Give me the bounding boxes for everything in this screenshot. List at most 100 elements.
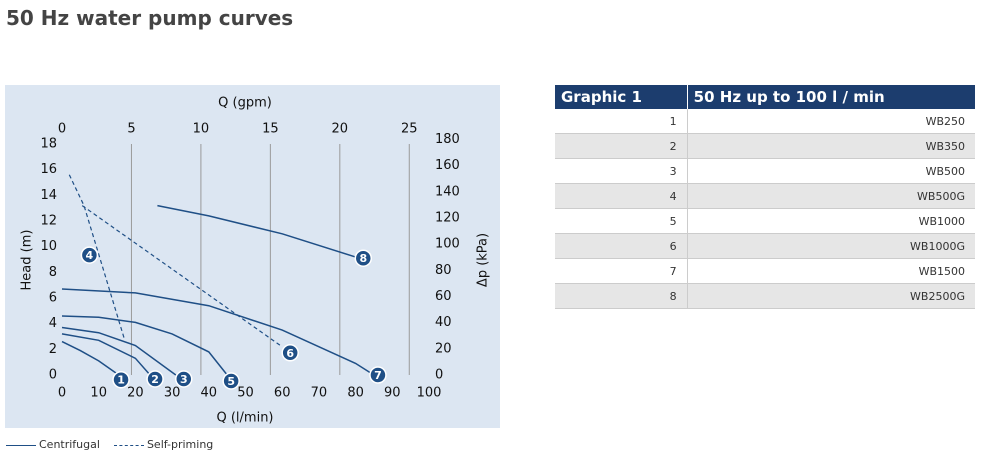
y2-tick-label: 140	[435, 184, 460, 199]
series-label: 7	[374, 369, 382, 382]
table-cell: WB500	[686, 158, 975, 184]
y-tick-label: 18	[40, 137, 57, 152]
x2-tick-label: 10	[193, 122, 210, 137]
y-tick-label: 0	[49, 368, 57, 383]
series-marker	[146, 370, 164, 388]
table-row: 4 WB500G	[555, 183, 975, 209]
y-tick-label: 8	[49, 265, 57, 280]
series-marker	[112, 370, 130, 389]
x2-tick-label: 5	[127, 122, 135, 137]
series-line	[61, 340, 118, 375]
series-marker	[175, 370, 193, 388]
table-row: 2 WB350	[555, 133, 975, 159]
y-tick-label: 4	[49, 316, 57, 331]
table-cell: WB1000	[686, 208, 975, 234]
series-marker	[222, 372, 240, 390]
y2-tick-label: 20	[435, 341, 452, 356]
x-tick-label: 30	[164, 386, 181, 401]
legend-label: Centrifugal	[39, 438, 100, 451]
y2-tick-label: 40	[435, 315, 452, 330]
y2-tick-label: 80	[435, 263, 452, 278]
page-title: 50 Hz water pump curves	[6, 6, 294, 30]
chart: Q (gpm) Q (l/min) Head (m) Δp (kPa) 0 5 10…	[5, 85, 500, 428]
legend-item: Centrifugal	[6, 438, 100, 451]
x-tick-label: 40	[201, 386, 218, 401]
y-tick-label: 12	[40, 214, 57, 229]
series-label: 1	[117, 374, 125, 387]
series-label: 6	[286, 347, 294, 360]
header-cell: 50 Hz up to 100 l / min	[686, 85, 975, 109]
x2-tick-label: 20	[332, 122, 349, 137]
table-row: 6 WB1000G	[555, 233, 975, 259]
header-cell: Graphic 1	[555, 85, 688, 109]
table-cell: WB350	[686, 133, 975, 159]
x-tick-label: 90	[384, 386, 401, 401]
table-cell: 4	[555, 183, 688, 209]
table-cell: 8	[555, 283, 688, 309]
y-tick-label: 14	[40, 188, 57, 203]
legend: Centrifugal Self-priming	[6, 438, 213, 451]
y2-axis-label: Δp (kPa)	[476, 233, 491, 287]
series-marker	[80, 246, 99, 264]
table-row: 8 WB2500G	[555, 283, 975, 309]
series-line	[157, 204, 360, 259]
x-tick-label: 0	[58, 386, 66, 401]
table-cell: 5	[555, 208, 688, 234]
table-cell: WB250	[686, 109, 975, 134]
x-tick-label: 20	[127, 386, 144, 401]
x-tick-label: 80	[347, 386, 364, 401]
y2-tick-label: 0	[435, 368, 443, 383]
table-row: 5 WB1000	[555, 208, 975, 234]
table-cell: WB1000G	[686, 233, 975, 259]
table-header: Graphic 1 50 Hz up to 100 l / min	[555, 85, 975, 109]
y-tick-label: 16	[40, 162, 57, 177]
series-line	[61, 333, 151, 376]
table-cell: WB500G	[686, 183, 975, 209]
x2-tick-label: 25	[401, 122, 418, 137]
x2-tick-label: 15	[262, 122, 279, 137]
legend-line	[113, 444, 144, 446]
x-tick-label: 60	[274, 386, 291, 401]
legend-line	[6, 444, 36, 446]
x-axis-label: Q (l/min)	[216, 411, 273, 426]
series-label: 5	[227, 375, 235, 388]
legend-label: Self-priming	[146, 438, 214, 451]
x-tick-label: 10	[90, 386, 107, 401]
table-row: 3 WB500	[555, 158, 975, 184]
table-cell: 1	[555, 109, 688, 134]
series-label: 3	[180, 373, 188, 386]
table-cell: WB1500	[686, 258, 975, 284]
series-marker	[354, 249, 373, 267]
table-cell: 7	[555, 258, 688, 284]
table-row: 7 WB1500	[555, 258, 975, 284]
y2-tick-label: 60	[435, 289, 452, 304]
table-cell: 3	[555, 158, 688, 184]
y-tick-label: 10	[40, 239, 57, 254]
series-line	[68, 174, 125, 340]
series-marker	[281, 344, 299, 362]
table-cell: 6	[555, 233, 688, 259]
series-label: 4	[86, 249, 94, 262]
table-cell: 2	[555, 133, 688, 159]
legend-item: Self-priming	[113, 438, 214, 451]
table-row: 1 WB250	[555, 109, 975, 134]
y2-tick-label: 180	[435, 132, 460, 147]
y2-tick-label: 100	[435, 237, 460, 252]
series-line	[61, 315, 228, 376]
series-line	[81, 205, 283, 348]
y2-tick-label: 120	[435, 210, 460, 225]
series-label: 8	[359, 252, 367, 265]
table: Graphic 1 50 Hz up to 100 l / min 1 WB250…	[555, 85, 975, 309]
series-marker	[369, 366, 387, 384]
x-tick-label: 50	[237, 386, 254, 401]
series-line	[61, 326, 177, 376]
series-line	[61, 288, 375, 376]
y-tick-label: 6	[49, 291, 57, 306]
x-tick-label: 100	[417, 386, 442, 401]
x-tick-label: 70	[311, 386, 328, 401]
series-label: 2	[151, 373, 159, 386]
x2-tick-label: 0	[58, 122, 66, 137]
y-tick-label: 2	[49, 342, 57, 357]
table-cell: WB2500G	[686, 283, 975, 309]
